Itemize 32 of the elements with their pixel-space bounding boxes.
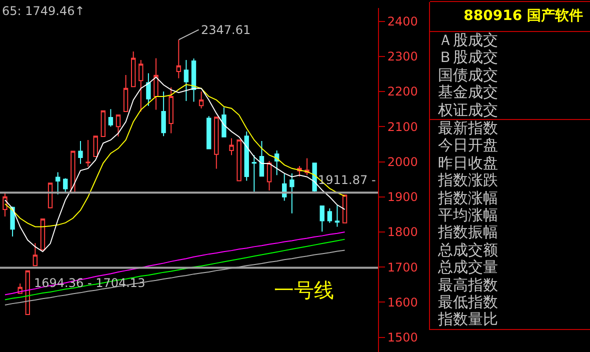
text: 指数涨幅 <box>437 188 499 208</box>
text: 今日开盘 <box>437 136 499 155</box>
text: 基金成交 <box>437 83 499 102</box>
y-tick-label: 1700 <box>387 260 418 274</box>
text: 昨日收盘 <box>437 154 499 172</box>
text: Ａ股成交 <box>437 31 499 49</box>
annotation: 65: 1749.46↑ <box>2 4 85 18</box>
ref-line-label: 一号线 <box>274 278 334 302</box>
y-tick-label: 2300 <box>387 50 418 64</box>
y-tick-label: 2400 <box>387 14 418 29</box>
y-tick-label: 2200 <box>387 84 418 99</box>
y-tick-label: 2000 <box>387 154 418 169</box>
y-tick-label: 2100 <box>387 120 418 134</box>
text: 最低指数 <box>437 293 499 312</box>
text: 总成交量 <box>437 258 499 277</box>
annotation: 2347.61 <box>201 23 251 37</box>
ref-line-label: 1911.87 - <box>318 173 376 187</box>
text: 平均涨幅 <box>437 206 499 224</box>
text: Ｂ股成交 <box>437 48 499 67</box>
text: 指数振幅 <box>437 223 499 242</box>
text: 总成交额 <box>437 240 499 259</box>
text: 权证成交 <box>437 100 499 120</box>
text: 指数量比 <box>437 310 499 329</box>
y-tick-label: 1800 <box>387 225 418 240</box>
text: 最高指数 <box>437 276 499 294</box>
text: 指数涨跌 <box>437 171 499 190</box>
y-tick-label: 1600 <box>387 295 418 310</box>
y-tick-label: 1900 <box>387 190 418 204</box>
text: 最新指数 <box>437 119 499 138</box>
text: 国债成交 <box>437 66 499 84</box>
y-tick-label: 1500 <box>387 330 418 344</box>
text: 880916 国产软件 <box>430 2 590 32</box>
